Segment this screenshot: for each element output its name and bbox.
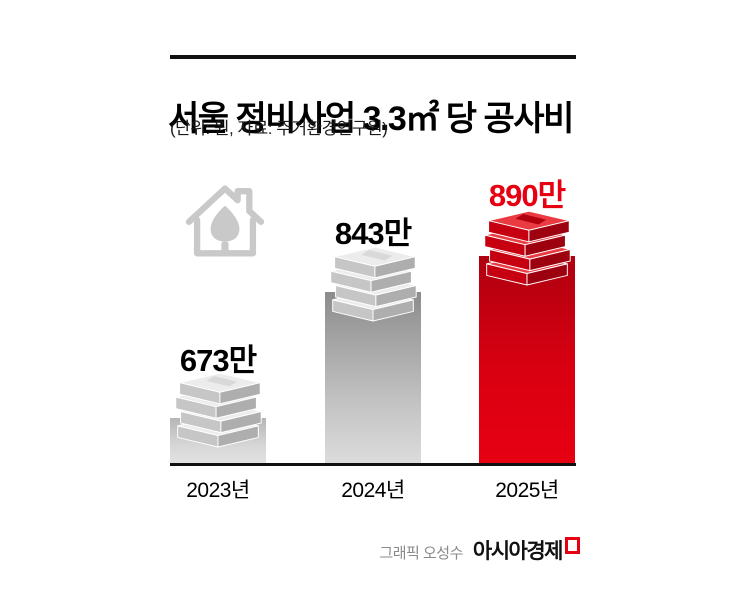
x-tick-2023: 2023년: [186, 479, 250, 502]
house-trowel-icon: [185, 185, 265, 257]
money-stack-icon: [175, 372, 262, 448]
unit-source-note: (단위: 원, 자료: 주거환경연구원): [170, 119, 388, 138]
bar-2024-value: 843만: [334, 216, 412, 251]
x-tick-2024: 2024년: [341, 479, 405, 502]
bar-2025-column: [479, 256, 575, 463]
bar-2025-value: 890만: [488, 178, 566, 213]
asiae-logo-mark-icon: [565, 537, 580, 554]
graphic-credit: 그래픽 오성수: [379, 545, 463, 562]
x-axis-line: [170, 463, 576, 466]
top-rule: [170, 55, 576, 59]
credit-line: 그래픽 오성수 아시아경제: [170, 535, 580, 565]
bar-2023-value: 673만: [179, 343, 257, 378]
money-stack-icon: [330, 246, 417, 322]
page-title: 서울 정비사업 3.3㎡ 당 공사비: [168, 99, 574, 138]
money-stack-icon: [484, 210, 571, 286]
x-tick-2025: 2025년: [495, 479, 559, 502]
brand-name: 아시아경제: [472, 540, 564, 563]
